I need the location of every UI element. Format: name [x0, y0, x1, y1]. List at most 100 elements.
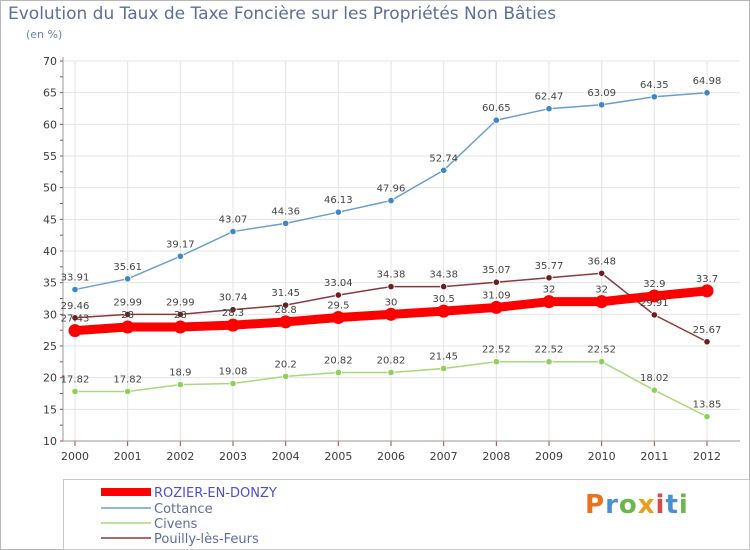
y-tick-label: 15 [43, 403, 57, 416]
series-group [68, 89, 714, 421]
data-label: 17.82 [113, 374, 142, 385]
data-point [71, 314, 79, 322]
proxiti-logo: Proxiti [585, 490, 689, 520]
data-label: 31.09 [482, 290, 511, 301]
data-label: 29.99 [166, 297, 195, 308]
data-point [492, 278, 500, 286]
data-point [229, 379, 237, 388]
x-tick-label: 2000 [61, 450, 89, 463]
legend: ROZIER-EN-DONZYCottanceCivensPouilly-lès… [101, 486, 277, 547]
data-point [598, 358, 606, 366]
data-label: 29.99 [113, 297, 142, 308]
y-tick-label: 30 [43, 308, 57, 321]
data-label: 35.61 [113, 262, 142, 273]
x-tick-label: 2002 [166, 450, 194, 463]
data-point [176, 381, 184, 389]
data-point [279, 315, 293, 329]
data-label: 18.02 [640, 373, 669, 384]
data-label: 18.9 [169, 368, 191, 379]
data-point [121, 320, 135, 334]
data-point [124, 387, 132, 396]
logo-letter: i [678, 490, 689, 520]
logo-letter: r [605, 490, 619, 520]
data-label: 22.52 [587, 345, 616, 356]
data-point [282, 219, 290, 227]
chart-subtitle: (en %) [26, 28, 63, 41]
data-point [124, 275, 132, 283]
y-tick-label: 50 [43, 182, 57, 195]
data-point [176, 310, 184, 318]
data-label: 27.43 [61, 314, 90, 325]
data-label: 43.07 [219, 215, 248, 226]
x-tick-label: 2006 [377, 450, 405, 463]
chart-title: Evolution du Taux de Taxe Foncière sur l… [8, 4, 557, 24]
data-point [650, 311, 658, 319]
logo-letter: t [665, 490, 679, 520]
data-label: 29.46 [61, 301, 90, 312]
y-tick-label: 10 [43, 435, 57, 448]
series-pouilly-l-s-feurs [71, 269, 711, 346]
data-point [545, 274, 553, 282]
data-label: 20.2 [275, 359, 297, 370]
data-label: 13.85 [693, 400, 722, 411]
x-tick-label: 2004 [272, 450, 300, 463]
data-point [598, 101, 606, 109]
data-label: 28 [174, 310, 187, 321]
data-point [650, 386, 658, 394]
data-label: 32.9 [643, 279, 665, 290]
data-point [440, 364, 448, 373]
data-label: 31.45 [271, 288, 300, 299]
data-label: 60.65 [482, 103, 511, 114]
x-tick-label: 2009 [535, 450, 563, 463]
data-label: 33.04 [324, 278, 353, 289]
x-tick-label: 2012 [693, 450, 721, 463]
data-label: 64.35 [640, 80, 669, 91]
data-point [176, 252, 184, 260]
series-cottance [71, 89, 711, 294]
data-point [650, 93, 658, 101]
logo-letter: P [585, 490, 606, 520]
series-civens [71, 358, 711, 421]
logo-letter: o [618, 490, 638, 520]
data-label: 34.38 [377, 270, 406, 281]
legend-label: Civens [154, 517, 198, 532]
data-label: 33.91 [61, 273, 90, 284]
data-point [545, 105, 553, 113]
y-tick-label: 70 [43, 55, 57, 68]
data-label: 29.5 [327, 301, 349, 312]
data-point [282, 301, 290, 309]
y-tick-label: 20 [43, 372, 57, 385]
y-tick-label: 35 [43, 277, 57, 290]
data-point [598, 269, 606, 277]
series-rozier-en-donzy [68, 284, 714, 338]
legend-label: Pouilly-lès-Feurs [154, 532, 259, 547]
x-tick-label: 2001 [114, 450, 142, 463]
data-point [440, 282, 448, 291]
data-point [387, 282, 395, 291]
data-label: 63.09 [587, 88, 616, 99]
data-point [595, 295, 609, 309]
data-point [440, 166, 448, 174]
data-point [492, 116, 500, 124]
y-tick-label: 60 [43, 118, 57, 131]
data-point [226, 318, 240, 332]
data-label: 35.07 [482, 265, 511, 276]
y-tick-label: 65 [43, 87, 57, 100]
data-point [173, 320, 187, 334]
data-point [282, 372, 290, 380]
data-label: 17.82 [61, 374, 90, 385]
legend-label: Cottance [154, 502, 213, 517]
data-label: 30.5 [433, 294, 455, 305]
y-tick-label: 25 [43, 340, 57, 353]
x-tick-label: 2003 [219, 450, 247, 463]
data-point [703, 413, 711, 421]
data-label: 28.3 [222, 308, 244, 319]
data-label: 32 [595, 285, 608, 296]
data-label: 19.08 [219, 366, 248, 377]
x-tick-label: 2011 [640, 450, 668, 463]
data-label: 28 [121, 310, 134, 321]
data-point [542, 295, 556, 309]
data-label: 44.36 [271, 206, 300, 217]
data-point [331, 311, 345, 324]
